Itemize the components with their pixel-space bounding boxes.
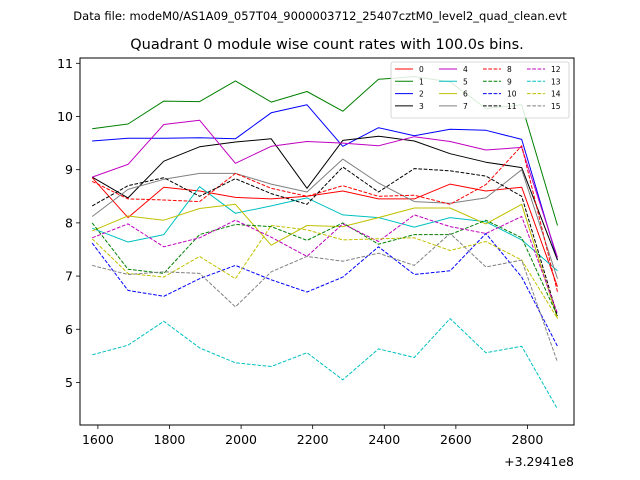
x-tick-label: 2600 <box>440 432 472 447</box>
legend-label-14: 14 <box>551 90 561 99</box>
x-tick-label: 1800 <box>154 432 186 447</box>
series-line-13 <box>92 318 558 410</box>
chart-title: Quadrant 0 module wise count rates with … <box>130 37 524 53</box>
series-line-11 <box>91 166 558 317</box>
legend-box <box>390 61 570 119</box>
series-line-5 <box>92 186 558 272</box>
series-line-14 <box>91 225 558 319</box>
legend-label-15: 15 <box>551 102 561 111</box>
series-line-6 <box>92 203 558 319</box>
x-offset-label: +3.2941e8 <box>504 454 574 469</box>
series-line-4 <box>92 119 558 258</box>
x-tick-label: 2800 <box>512 432 544 447</box>
legend-label-13: 13 <box>551 77 561 86</box>
series-layer <box>91 76 558 410</box>
x-axis: 1600 1800 2000 2200 2400 2600 2800 <box>82 425 543 447</box>
y-tick-label: 9 <box>65 162 73 177</box>
legend-label-7: 7 <box>463 102 468 111</box>
y-tick-label: 8 <box>65 215 73 230</box>
legend-label-6: 6 <box>463 90 468 99</box>
y-tick-label: 10 <box>57 109 73 124</box>
series-line-8 <box>91 145 558 293</box>
legend-label-5: 5 <box>463 77 468 86</box>
x-tick-label: 2200 <box>297 432 329 447</box>
series-line-12 <box>92 214 558 314</box>
x-tick-label: 2000 <box>225 432 257 447</box>
y-tick-label: 7 <box>65 269 73 284</box>
legend-label-0: 0 <box>419 65 424 74</box>
series-line-10 <box>91 233 558 347</box>
legend-label-12: 12 <box>551 65 561 74</box>
plot-frame <box>79 57 575 426</box>
y-tick-label: 11 <box>57 56 73 71</box>
legend-label-10: 10 <box>507 90 517 99</box>
series-line-3 <box>91 135 558 261</box>
series-line-15 <box>92 233 558 363</box>
y-tick-label: 5 <box>65 375 73 390</box>
legend-label-4: 4 <box>463 65 468 74</box>
legend-label-2: 2 <box>419 90 424 99</box>
data-file-header: Data file: modeM0/AS1A09_057T04_90000037… <box>73 9 567 23</box>
legend-label-9: 9 <box>507 77 512 86</box>
series-line-9 <box>91 219 558 317</box>
x-tick-label: 2400 <box>368 432 400 447</box>
x-tick-label: 1600 <box>82 432 114 447</box>
legend-label-3: 3 <box>419 102 424 111</box>
series-line-2 <box>92 104 558 261</box>
legend-label-1: 1 <box>419 77 424 86</box>
legend-label-8: 8 <box>507 65 512 74</box>
series-line-0 <box>91 177 558 287</box>
legend-label-11: 11 <box>507 102 517 111</box>
y-tick-label: 6 <box>65 322 73 337</box>
y-axis: 5 6 7 8 9 10 11 <box>57 56 80 390</box>
series-line-7 <box>91 158 558 279</box>
